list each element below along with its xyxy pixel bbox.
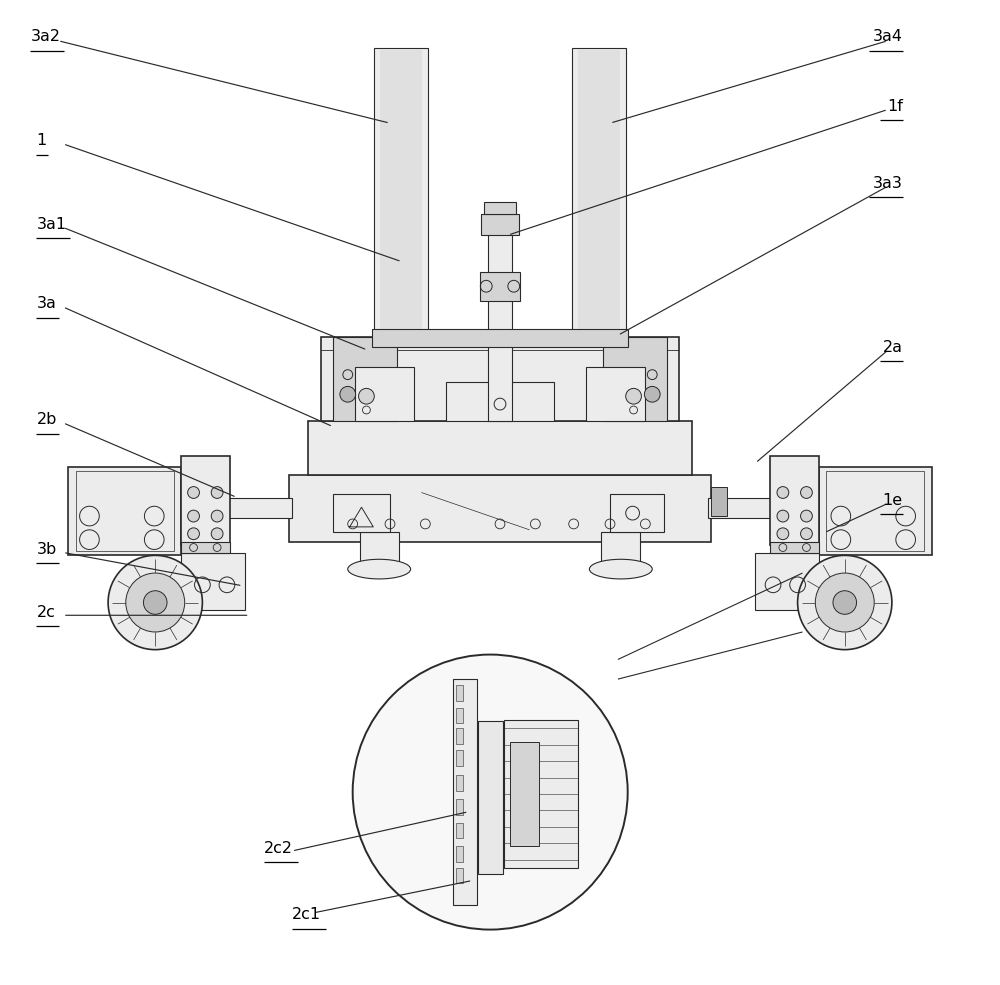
- Circle shape: [211, 510, 223, 522]
- Circle shape: [188, 510, 199, 522]
- Bar: [601, 532, 640, 569]
- Bar: [355, 366, 414, 421]
- Circle shape: [188, 528, 199, 540]
- Circle shape: [801, 487, 812, 498]
- Bar: [372, 329, 628, 347]
- Bar: [572, 47, 626, 337]
- Bar: [456, 685, 463, 700]
- Bar: [819, 467, 932, 556]
- Circle shape: [833, 591, 857, 615]
- Bar: [770, 456, 819, 545]
- Text: 3a4: 3a4: [873, 30, 903, 44]
- Bar: [711, 487, 727, 516]
- Bar: [755, 554, 819, 611]
- Bar: [360, 532, 399, 569]
- Text: 1f: 1f: [887, 98, 903, 114]
- Circle shape: [801, 528, 812, 540]
- Circle shape: [211, 528, 223, 540]
- Bar: [504, 720, 578, 868]
- Circle shape: [353, 655, 628, 930]
- Bar: [181, 542, 230, 554]
- Bar: [181, 554, 245, 611]
- Bar: [480, 272, 520, 301]
- Bar: [115, 498, 292, 518]
- Bar: [456, 775, 463, 791]
- Circle shape: [801, 510, 812, 522]
- Bar: [374, 47, 428, 337]
- Bar: [333, 337, 397, 421]
- Text: 3a: 3a: [36, 296, 56, 311]
- Circle shape: [340, 386, 356, 402]
- Text: 2a: 2a: [883, 340, 903, 355]
- Ellipse shape: [589, 559, 652, 579]
- Text: 3b: 3b: [36, 542, 57, 557]
- Bar: [510, 742, 539, 846]
- Bar: [488, 230, 512, 421]
- Circle shape: [644, 386, 660, 402]
- Bar: [826, 471, 924, 552]
- Bar: [610, 494, 664, 532]
- Bar: [289, 475, 711, 542]
- Ellipse shape: [348, 559, 411, 579]
- Bar: [578, 49, 620, 335]
- Bar: [456, 846, 463, 862]
- Bar: [481, 214, 519, 235]
- Text: 2c: 2c: [36, 605, 55, 620]
- Text: 1e: 1e: [883, 492, 903, 508]
- Text: 2c1: 2c1: [292, 907, 321, 922]
- Bar: [484, 202, 516, 214]
- Text: 1: 1: [36, 133, 47, 149]
- Circle shape: [126, 573, 185, 632]
- Bar: [603, 337, 667, 421]
- Circle shape: [815, 573, 874, 632]
- Bar: [456, 799, 463, 815]
- Text: 3a3: 3a3: [873, 175, 903, 191]
- Bar: [446, 381, 554, 421]
- Circle shape: [626, 388, 641, 404]
- Bar: [456, 728, 463, 744]
- Circle shape: [777, 487, 789, 498]
- Circle shape: [211, 487, 223, 498]
- Circle shape: [108, 556, 202, 650]
- Bar: [76, 471, 174, 552]
- Bar: [333, 494, 390, 532]
- Bar: [586, 366, 645, 421]
- Circle shape: [798, 556, 892, 650]
- Text: 2c2: 2c2: [264, 840, 293, 856]
- Bar: [456, 750, 463, 765]
- Text: 2b: 2b: [36, 413, 57, 427]
- Circle shape: [143, 591, 167, 615]
- Circle shape: [188, 487, 199, 498]
- Bar: [478, 721, 503, 874]
- Bar: [708, 498, 885, 518]
- Bar: [456, 868, 463, 884]
- Bar: [456, 822, 463, 838]
- Text: 3a2: 3a2: [30, 30, 60, 44]
- Bar: [68, 467, 181, 556]
- Text: 3a1: 3a1: [36, 217, 67, 231]
- Circle shape: [777, 528, 789, 540]
- Circle shape: [359, 388, 374, 404]
- Bar: [181, 456, 230, 545]
- Bar: [321, 337, 679, 421]
- Bar: [453, 679, 477, 905]
- Bar: [456, 707, 463, 723]
- Circle shape: [777, 510, 789, 522]
- Bar: [770, 542, 819, 554]
- Bar: [308, 421, 692, 475]
- Bar: [380, 49, 422, 335]
